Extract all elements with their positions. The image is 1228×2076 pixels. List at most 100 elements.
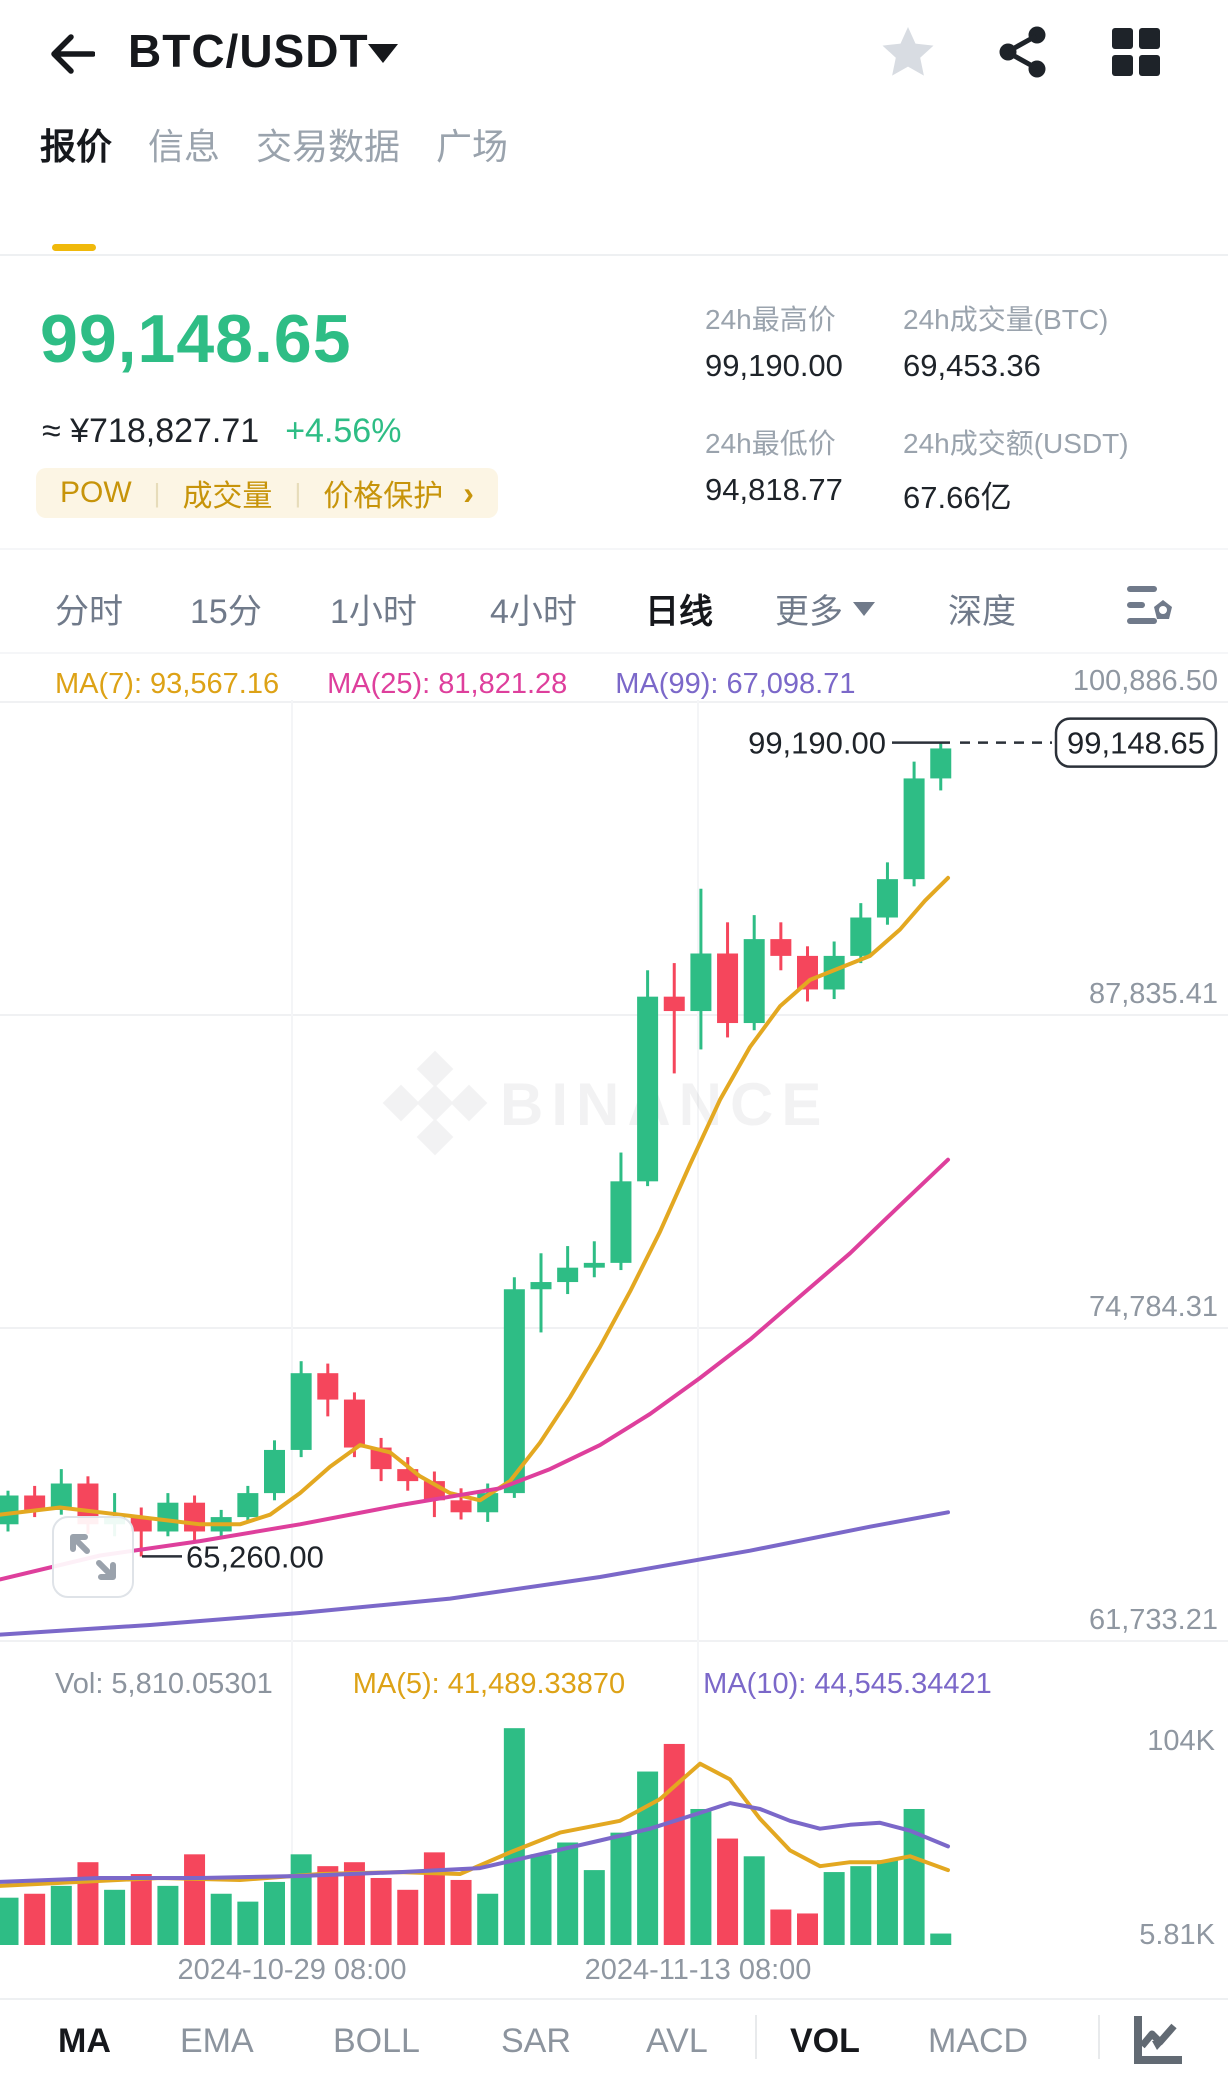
candle-body <box>823 955 845 990</box>
fiat-value: ≈ ¥718,827.71 <box>42 412 260 450</box>
interval-realtime[interactable]: 分时 <box>55 593 123 631</box>
candle-body <box>743 939 765 1024</box>
grid-icon <box>1112 28 1160 76</box>
volume-bar <box>317 1866 339 1945</box>
candle-body <box>130 1517 152 1532</box>
volume-bar <box>237 1901 259 1945</box>
interval-more[interactable]: 更多 <box>775 584 875 633</box>
volume-bar <box>130 1874 152 1945</box>
y-axis-label: 87,835.41 <box>1089 978 1218 1010</box>
volume-value-legend: Vol: 5,810.05301 <box>55 1668 273 1700</box>
volume-bar <box>184 1854 206 1945</box>
tag-price-protection[interactable]: 价格保护 <box>323 480 444 513</box>
candle-body <box>850 917 872 956</box>
tab-info[interactable]: 信息 <box>148 126 221 167</box>
expand-arrows-icon <box>70 1534 116 1580</box>
candle-body <box>930 748 952 779</box>
volume-bar <box>450 1879 472 1945</box>
volume-bar <box>423 1852 445 1945</box>
candle-body <box>77 1483 99 1525</box>
change-percent: +4.56% <box>285 412 402 450</box>
interval-depth[interactable]: 深度 <box>948 593 1016 631</box>
chart-top-divider <box>0 652 1228 654</box>
volume-axis-label: 104K <box>1147 1725 1215 1757</box>
stat-turnover-value: 67.66亿 <box>903 480 1012 515</box>
candle-body <box>24 1495 46 1510</box>
y-axis-label: 61,733.21 <box>1089 1604 1218 1636</box>
indicator-sar[interactable]: SAR <box>501 2022 571 2060</box>
low-price-label: 65,260.00 <box>186 1539 324 1574</box>
tag-pow[interactable]: POW <box>60 476 132 509</box>
overlay-ma25 <box>0 1157 950 1582</box>
candle-body <box>343 1399 365 1448</box>
volume-bar <box>157 1885 179 1945</box>
candle-wick <box>672 963 676 1074</box>
volume-bar <box>743 1856 765 1945</box>
pair-title[interactable]: BTC/USDT <box>128 25 369 77</box>
volume-bar <box>530 1854 552 1945</box>
candle-body <box>663 996 685 1012</box>
indicator-ma[interactable]: MA <box>58 2022 111 2060</box>
indicator-ema[interactable]: EMA <box>180 2022 254 2060</box>
favorite-button[interactable] <box>878 22 938 82</box>
svg-text:BINANCE: BINANCE <box>500 1071 829 1138</box>
stat-high-label: 24h最高价 <box>705 304 836 335</box>
current-price-value: 99,148.65 <box>1067 726 1205 761</box>
candle-body <box>503 1289 525 1494</box>
chevron-down-icon <box>853 601 875 616</box>
tab-square[interactable]: 广场 <box>436 126 509 167</box>
volume-bar <box>663 1743 685 1945</box>
candle-body <box>184 1502 206 1532</box>
volume-bar <box>370 1877 392 1945</box>
y-axis-label: 74,784.31 <box>1089 1291 1218 1323</box>
overlay-volma10 <box>0 1801 950 1884</box>
tag-volume[interactable]: 成交量 <box>182 480 273 513</box>
indicator-macd[interactable]: MACD <box>928 2022 1029 2060</box>
binance-watermark: BINANCE <box>382 1050 829 1156</box>
indicator-boll[interactable]: BOLL <box>333 2022 420 2060</box>
indicator-vol[interactable]: VOL <box>790 2022 860 2060</box>
indicator-avl[interactable]: AVL <box>646 2022 708 2060</box>
overlay-ma99 <box>0 1510 950 1637</box>
volume-bar <box>850 1866 872 1945</box>
stat-volume-btc-label: 24h成交量(BTC) <box>903 304 1109 335</box>
tags-chevron-icon: › <box>463 474 474 511</box>
candle-body <box>50 1483 72 1510</box>
candle-body <box>557 1267 579 1283</box>
pair-dropdown-icon[interactable] <box>368 44 398 63</box>
candle-body <box>770 939 792 956</box>
share-button[interactable] <box>995 24 1051 80</box>
star-icon <box>882 27 934 76</box>
volume-bar <box>583 1870 605 1945</box>
chart-settings-button[interactable] <box>1122 578 1178 634</box>
x-axis-date: 2024-10-29 08:00 <box>178 1954 407 1986</box>
candle-body <box>637 996 659 1182</box>
volume-bar <box>290 1854 312 1945</box>
interval-4h[interactable]: 4小时 <box>490 593 577 631</box>
token-tags[interactable]: POW | 成交量 | 价格保护 › <box>36 468 498 518</box>
candle-wick <box>592 1241 596 1278</box>
share-icon <box>999 26 1046 78</box>
interval-1d[interactable]: 日线 <box>645 593 713 631</box>
stat-turnover-label: 24h成交额(USDT) <box>903 428 1129 459</box>
kline-style-button[interactable] <box>1125 2008 1189 2072</box>
section-divider <box>0 548 1228 550</box>
back-arrow-icon <box>51 34 95 74</box>
back-button[interactable] <box>44 26 100 82</box>
x-axis-date: 2024-11-13 08:00 <box>585 1954 812 1986</box>
volume-bar <box>557 1842 579 1945</box>
overlay-volma5 <box>0 1761 950 1888</box>
interval-15m[interactable]: 15分 <box>190 593 262 631</box>
tab-quote[interactable]: 报价 <box>40 126 113 167</box>
expand-chart-button[interactable] <box>52 1516 134 1598</box>
tag-separator: | <box>294 477 302 508</box>
toolbar-divider <box>0 1998 1228 2000</box>
markets-grid-button[interactable] <box>1108 24 1164 80</box>
volume-bar <box>797 1913 818 1945</box>
stat-volume-btc-value: 69,453.36 <box>903 348 1041 383</box>
tab-trading-data[interactable]: 交易数据 <box>256 126 401 167</box>
stat-low-value: 94,818.77 <box>705 472 843 507</box>
interval-1h[interactable]: 1小时 <box>330 593 417 631</box>
candlestick-chart[interactable]: 100,886.50 87,835.41 74,784.31 61,733.21 202… <box>0 660 1228 1998</box>
volume-bar <box>637 1771 659 1945</box>
